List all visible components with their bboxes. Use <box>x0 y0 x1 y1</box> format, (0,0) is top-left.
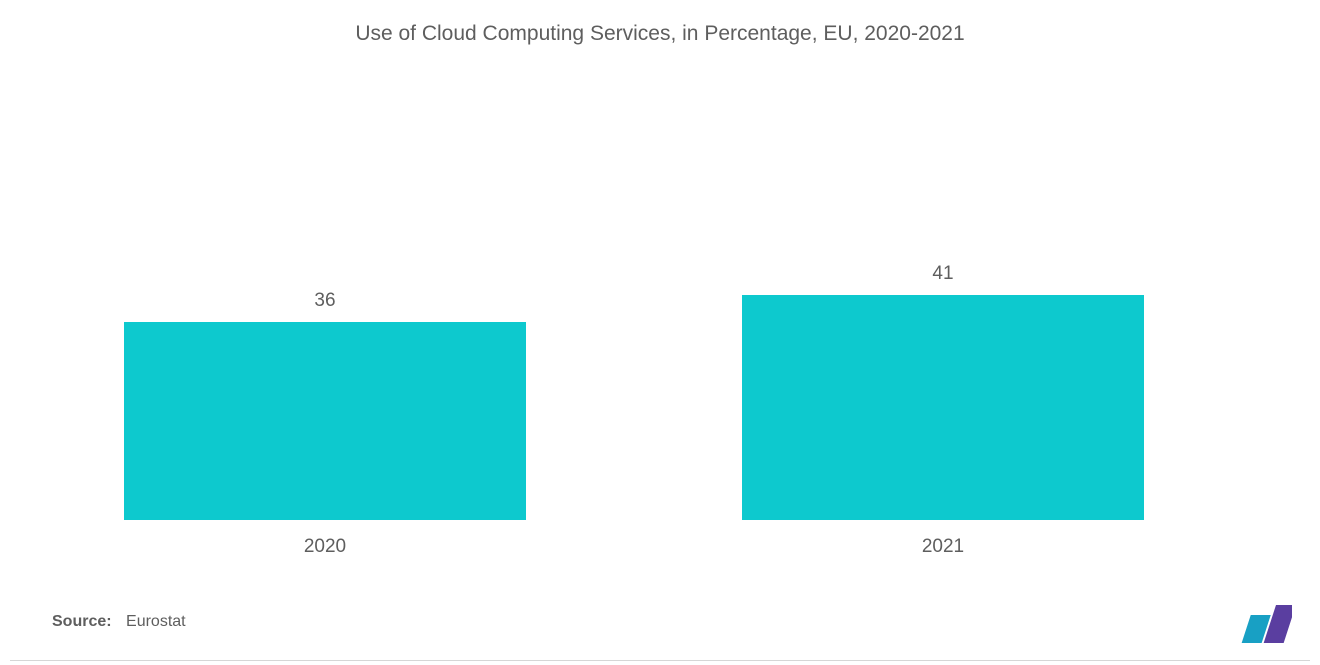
source-value: Eurostat <box>126 613 186 630</box>
x-axis-label: 2021 <box>742 536 1144 558</box>
bar-group: 362020 <box>124 290 526 520</box>
brand-logo <box>1236 605 1292 643</box>
footer-divider <box>10 660 1310 661</box>
source-label: Source: <box>52 613 112 630</box>
bar-group: 412021 <box>742 263 1144 521</box>
source-footer: Source: Eurostat <box>52 613 186 631</box>
x-axis-label: 2020 <box>124 536 526 558</box>
bar-value-label: 41 <box>932 263 953 285</box>
bar-value-label: 36 <box>314 290 335 312</box>
logo-bar-2 <box>1264 605 1292 643</box>
plot-area: 362020 412021 <box>124 80 1236 520</box>
bar <box>124 322 526 520</box>
chart-title: Use of Cloud Computing Services, in Perc… <box>0 0 1320 56</box>
bar <box>742 295 1144 521</box>
logo-svg <box>1236 605 1292 643</box>
chart-container: Use of Cloud Computing Services, in Perc… <box>0 0 1320 665</box>
